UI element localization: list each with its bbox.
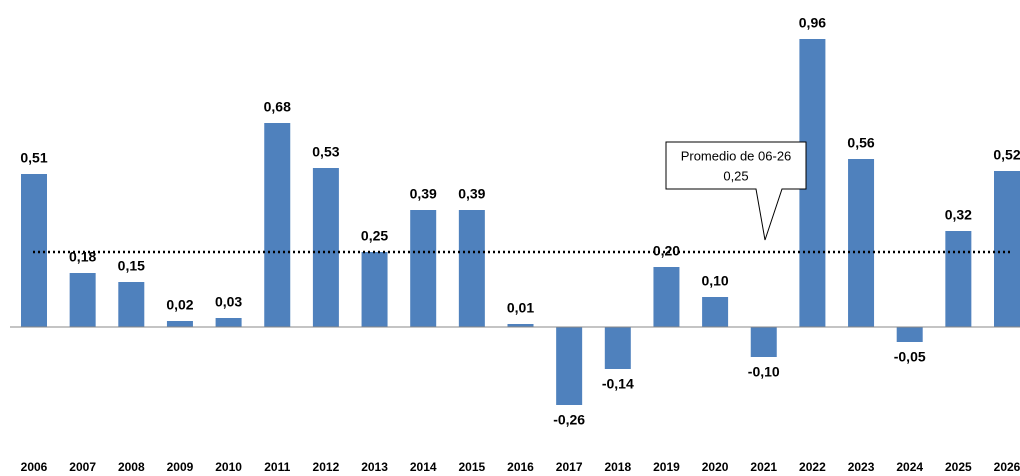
value-label: 0,02: [166, 297, 193, 313]
bar: [750, 327, 777, 357]
x-tick-label: 2020: [702, 460, 729, 474]
value-label: 0,01: [507, 300, 534, 316]
x-tick-label: 2019: [653, 460, 680, 474]
bar: [945, 231, 972, 327]
value-label: 0,96: [799, 15, 826, 31]
value-label: -0,26: [553, 412, 585, 428]
callout-value: 0,25: [723, 168, 748, 183]
x-tick-label: 2012: [313, 460, 340, 474]
bar: [410, 210, 437, 327]
bar: [166, 321, 193, 327]
callout: [665, 141, 807, 241]
x-tick-label: 2024: [896, 460, 923, 474]
x-tick-label: 2013: [361, 460, 388, 474]
x-tick-label: 2022: [799, 460, 826, 474]
bar: [507, 324, 534, 327]
value-label: 0,53: [312, 144, 339, 160]
bar: [361, 252, 388, 327]
value-label: 0,56: [847, 135, 874, 151]
value-label: 0,68: [264, 99, 291, 115]
bar: [653, 267, 680, 327]
bar: [312, 168, 339, 327]
value-label: 0,15: [118, 258, 145, 274]
value-label: 0,32: [945, 207, 972, 223]
x-tick-label: 2015: [458, 460, 485, 474]
callout-title: Promedio de 06-26: [681, 148, 792, 163]
x-tick-label: 2018: [604, 460, 631, 474]
bar: [215, 318, 242, 327]
bar: [118, 282, 145, 327]
bar: [21, 174, 47, 327]
value-label: 0,51: [20, 150, 47, 166]
value-label: 0,39: [410, 186, 437, 202]
x-tick-label: 2014: [410, 460, 437, 474]
bar: [702, 297, 729, 327]
value-label: 0,25: [361, 228, 388, 244]
x-tick-label: 2008: [118, 460, 145, 474]
value-label: 0,52: [993, 147, 1020, 163]
x-tick-label: 2026: [994, 460, 1020, 474]
x-tick-label: 2016: [507, 460, 534, 474]
value-label: 0,10: [701, 273, 728, 289]
value-label: 0,03: [215, 294, 242, 310]
bar: [896, 327, 923, 342]
x-tick-label: 2011: [264, 460, 290, 474]
x-tick-label: 2025: [945, 460, 972, 474]
x-tick-label: 2017: [556, 460, 583, 474]
value-label: 0,20: [653, 243, 680, 259]
x-tick-label: 2023: [848, 460, 875, 474]
value-label: 0,39: [458, 186, 485, 202]
value-label: -0,05: [894, 349, 926, 365]
bar: [604, 327, 631, 369]
x-tick-label: 2021: [750, 460, 777, 474]
x-tick-label: 2009: [167, 460, 194, 474]
bar: [556, 327, 583, 405]
value-label: -0,14: [602, 376, 634, 392]
bar: [69, 273, 96, 327]
bar: [458, 210, 485, 327]
bar: [848, 159, 875, 327]
value-label: -0,10: [748, 364, 780, 380]
bar: [264, 123, 291, 327]
bar: [994, 171, 1020, 327]
x-tick-label: 2006: [21, 460, 48, 474]
x-tick-label: 2007: [69, 460, 96, 474]
x-tick-label: 2010: [215, 460, 242, 474]
